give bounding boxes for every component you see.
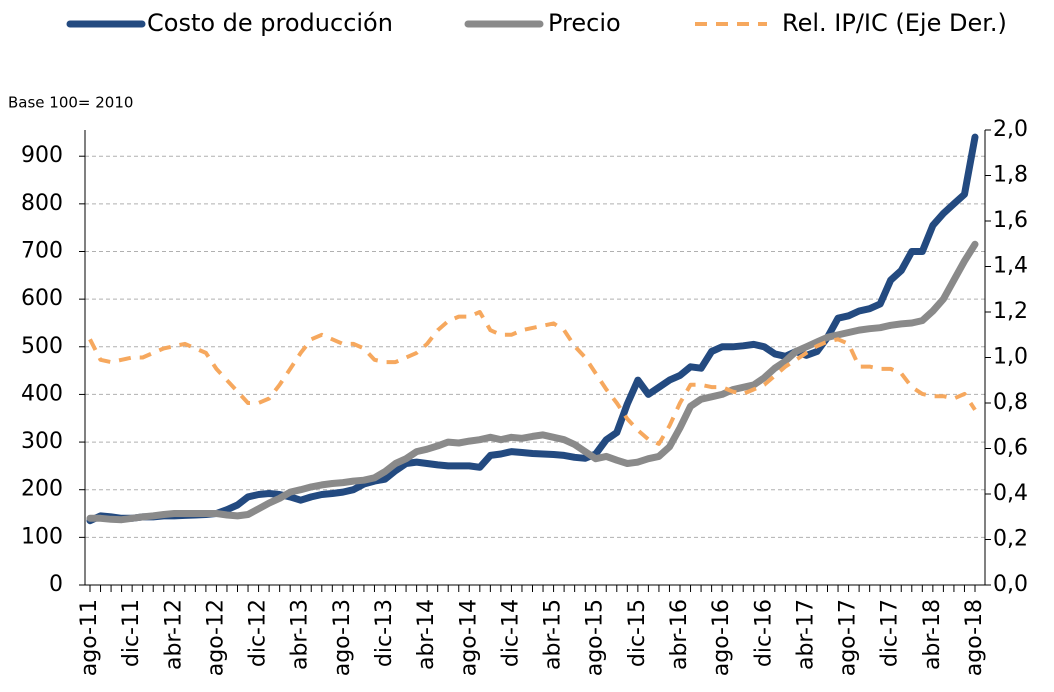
x-tick-label: dic-15 [625, 599, 650, 667]
y2-tick-label: 1,0 [993, 345, 1028, 370]
x-tick-label: ago-13 [330, 599, 355, 676]
y-tick-label: 700 [21, 238, 63, 263]
x-tick-label: dic-17 [878, 599, 903, 667]
x-tick-label: dic-12 [246, 599, 271, 667]
y-tick-label: 800 [21, 191, 63, 216]
series-line [86, 240, 979, 524]
series-line [88, 310, 977, 446]
y2-tick-label: 0,2 [993, 527, 1028, 552]
y2-tick-label: 2,0 [993, 117, 1028, 142]
x-tick-label: abr-13 [288, 599, 313, 670]
x-tick-label: dic-14 [498, 599, 523, 667]
x-tick-label: ago-15 [583, 599, 608, 676]
y2-tick-label: 0,4 [993, 481, 1028, 506]
y2-tick-label: 1,4 [993, 254, 1028, 279]
y-tick-label: 900 [21, 143, 63, 168]
y-tick-label: 100 [21, 524, 63, 549]
x-tick-label: dic-16 [751, 599, 776, 667]
x-tick-label: abr-14 [414, 599, 439, 670]
y-tick-label: 300 [21, 429, 63, 454]
legend-label: Precio [548, 9, 621, 37]
legend-label: Rel. IP/IC (Eje Der.) [782, 9, 1007, 37]
legend-label: Costo de producción [147, 9, 393, 37]
x-tick-label: ago-16 [709, 599, 734, 676]
x-tick-label: abr-12 [161, 599, 186, 670]
x-tick-label: ago-18 [962, 599, 987, 676]
x-tick-label: ago-17 [836, 599, 861, 676]
y2-tick-label: 1,6 [993, 208, 1028, 233]
x-tick-label: abr-15 [541, 599, 566, 670]
y2-tick-label: 0,0 [993, 572, 1028, 597]
y-tick-label: 0 [49, 572, 63, 597]
y-tick-label: 400 [21, 381, 63, 406]
y2-tick-label: 1,2 [993, 299, 1028, 324]
x-tick-label: dic-11 [119, 599, 144, 667]
x-tick-label: abr-18 [920, 599, 945, 670]
x-tick-label: ago-12 [203, 599, 228, 676]
x-tick-label: abr-17 [793, 599, 818, 670]
y2-tick-label: 0,6 [993, 436, 1028, 461]
x-tick-label: ago-11 [77, 599, 102, 676]
y-tick-label: 500 [21, 334, 63, 359]
y2-tick-label: 0,8 [993, 390, 1028, 415]
y-tick-label: 200 [21, 477, 63, 502]
y-tick-label: 600 [21, 286, 63, 311]
x-tick-label: ago-14 [456, 599, 481, 676]
annotation: Base 100= 2010 [8, 94, 133, 112]
y2-tick-label: 1,8 [993, 163, 1028, 188]
x-tick-label: abr-16 [667, 599, 692, 670]
x-tick-label: dic-13 [372, 599, 397, 667]
